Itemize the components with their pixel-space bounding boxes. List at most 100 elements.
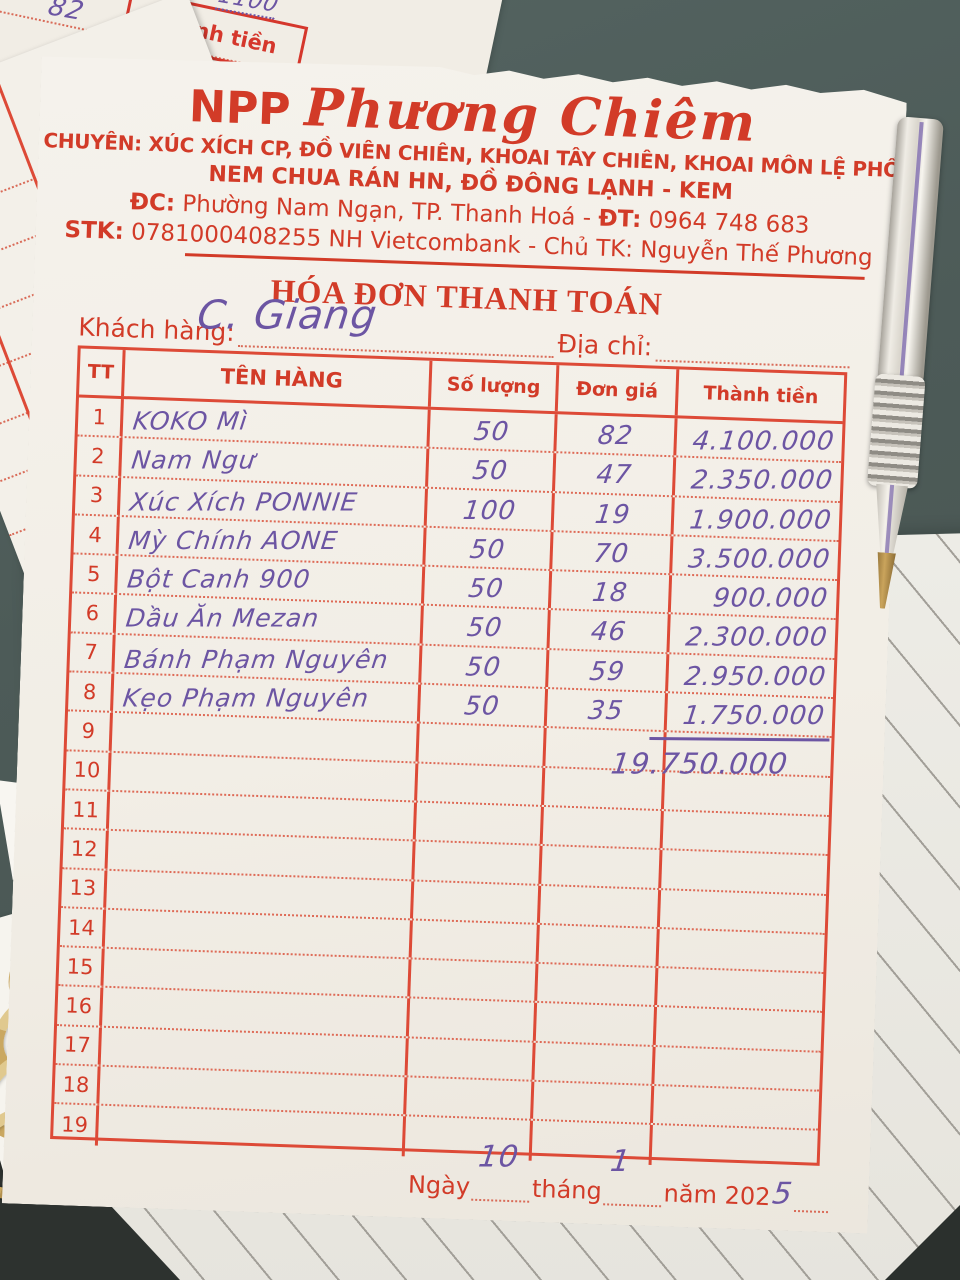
date-label-month: tháng: [531, 1174, 603, 1206]
date-label-year: năm 202: [663, 1179, 771, 1212]
handwritten-quantity: 50: [462, 691, 502, 722]
handwritten-amount: 900.000: [711, 584, 831, 614]
handwritten-amount: 2.350.000: [689, 465, 835, 496]
cell-amount: [657, 968, 823, 1011]
bank-label: STK:: [64, 216, 125, 245]
handwritten-item-name: Mỳ Chính AONE: [126, 525, 340, 555]
cell-quantity: 100: [427, 488, 555, 530]
row-number: 7: [69, 633, 115, 672]
cell-unit-price: [543, 807, 664, 848]
cell-unit-price: [533, 1082, 654, 1123]
row-number: 9: [67, 712, 113, 751]
handwritten-quantity: 50: [465, 613, 505, 644]
handwritten-unit-price: 70: [591, 539, 631, 570]
cell-amount: 4.100.000: [676, 418, 842, 461]
cell-amount: 2.950.000: [668, 654, 834, 697]
handwritten-unit-price: 82: [595, 421, 635, 452]
cell-amount: 1.900.000: [674, 497, 840, 540]
cell-unit-price: 47: [555, 453, 676, 494]
date-line: Ngày 10 tháng 1 năm 202 5: [407, 1163, 829, 1213]
dotted-fill: [656, 332, 851, 368]
handwritten-year-digit: 5: [770, 1176, 795, 1212]
handwritten-quantity: 50: [467, 574, 506, 604]
cell-amount: [660, 890, 826, 933]
handwritten-unit-price: 46: [589, 617, 629, 648]
row-number: 2: [76, 437, 122, 476]
handwritten-quantity: 50: [468, 534, 508, 565]
row-number: 14: [60, 908, 106, 947]
handwritten-amount: 2.950.000: [682, 662, 828, 692]
cell-unit-price: 19: [554, 493, 675, 534]
cell-unit-price: [541, 846, 662, 887]
row-number: 12: [63, 830, 109, 869]
pen-spring-grip: [867, 373, 926, 489]
handwritten-item-name: KOKO Mì: [131, 406, 250, 436]
cell-quantity: [412, 920, 540, 962]
cell-amount: [653, 1086, 819, 1129]
handwritten-item-name: Bột Canh 900: [125, 564, 313, 594]
cell-amount: [663, 811, 829, 854]
cell-quantity: 50: [425, 528, 553, 570]
handwritten-unit-price: 19: [593, 499, 633, 530]
cell-unit-price: 59: [548, 650, 669, 691]
cell-unit-price: 82: [556, 414, 677, 455]
invoice-table: TT TÊN HÀNG Số lượng Đơn giá Thành tiền …: [50, 345, 847, 1165]
row-number: 3: [75, 476, 121, 515]
cell-unit-price: [539, 925, 660, 966]
handwritten-item-name: Nam Ngư: [129, 445, 258, 475]
dotted-fill: 1: [603, 1177, 662, 1207]
cell-unit-price: 46: [550, 611, 671, 652]
row-number: 4: [74, 515, 120, 554]
header-thanh-tien: Thành tiền: [703, 382, 819, 409]
dotted-fill: 10: [472, 1172, 531, 1202]
handwritten-amount: 2.300.000: [683, 622, 830, 653]
handwritten-quantity: 50: [472, 416, 512, 447]
handwritten-item-name: Bánh Phạm Nguyên: [122, 644, 391, 674]
invoice-receipt: NPP Phương Chiêm CHUYÊN: XÚC XÍCH CP, ĐỒ …: [2, 52, 908, 1234]
row-number: 1: [78, 398, 124, 437]
handwritten-quantity: 50: [464, 652, 504, 683]
handwritten-amount: 1.900.000: [687, 505, 834, 535]
cell-amount: [658, 929, 824, 972]
cell-amount: 900.000: [671, 575, 837, 618]
cell-unit-price: [540, 885, 661, 926]
pen-tip: [870, 552, 898, 610]
cell-amount: 2.350.000: [675, 458, 841, 501]
handwritten-day: 10: [476, 1139, 522, 1175]
row-number: 17: [56, 1026, 102, 1065]
handwritten-amount: 4.100.000: [690, 426, 836, 457]
handwritten-item-name: Xúc Xích PONNIE: [128, 486, 360, 516]
cell-unit-price: 35: [547, 689, 668, 730]
cell-unit-price: [536, 1003, 657, 1044]
cell-quantity: 50: [423, 606, 551, 648]
row-number: 16: [57, 987, 103, 1026]
cell-amount: [654, 1047, 820, 1090]
cell-amount: 2.300.000: [669, 615, 835, 658]
row-number: 6: [71, 594, 117, 633]
cell-amount: 1.750.000: [667, 693, 833, 736]
cell-quantity: 50: [420, 685, 548, 727]
handwritten-amount: 1.750.000: [680, 701, 827, 732]
date-label-day: Ngày: [407, 1170, 471, 1201]
cell-amount: [661, 850, 827, 893]
handwritten-unit-price: 35: [586, 696, 626, 727]
cell-quantity: [417, 763, 545, 805]
handwritten-total: 19.750.000: [609, 746, 791, 781]
handwritten-quantity: 100: [460, 495, 518, 526]
cell-quantity: [409, 999, 537, 1041]
handwritten-customer-name: C. Giang: [194, 292, 380, 339]
cell-quantity: 50: [424, 567, 552, 609]
cell-quantity: [416, 803, 544, 845]
phone-number: 0964 748 683: [640, 207, 810, 239]
table-body: 1 KOKO Mì 50 82 4.100.000 2 Nam Ngư 50 4…: [53, 398, 843, 1171]
header-don-gia: Đơn giá: [558, 365, 680, 415]
cell-unit-price: 70: [552, 532, 673, 573]
cell-quantity: [410, 960, 538, 1002]
brand-prefix: NPP: [188, 81, 292, 136]
handwritten-unit-price: 59: [587, 656, 627, 687]
handwritten-unit-price: 18: [590, 578, 630, 609]
row-number: 19: [53, 1104, 99, 1145]
cell-amount: 3.500.000: [672, 536, 838, 579]
handwritten-unit-price: 47: [594, 460, 634, 491]
address2-label: Địa chỉ:: [557, 328, 653, 361]
